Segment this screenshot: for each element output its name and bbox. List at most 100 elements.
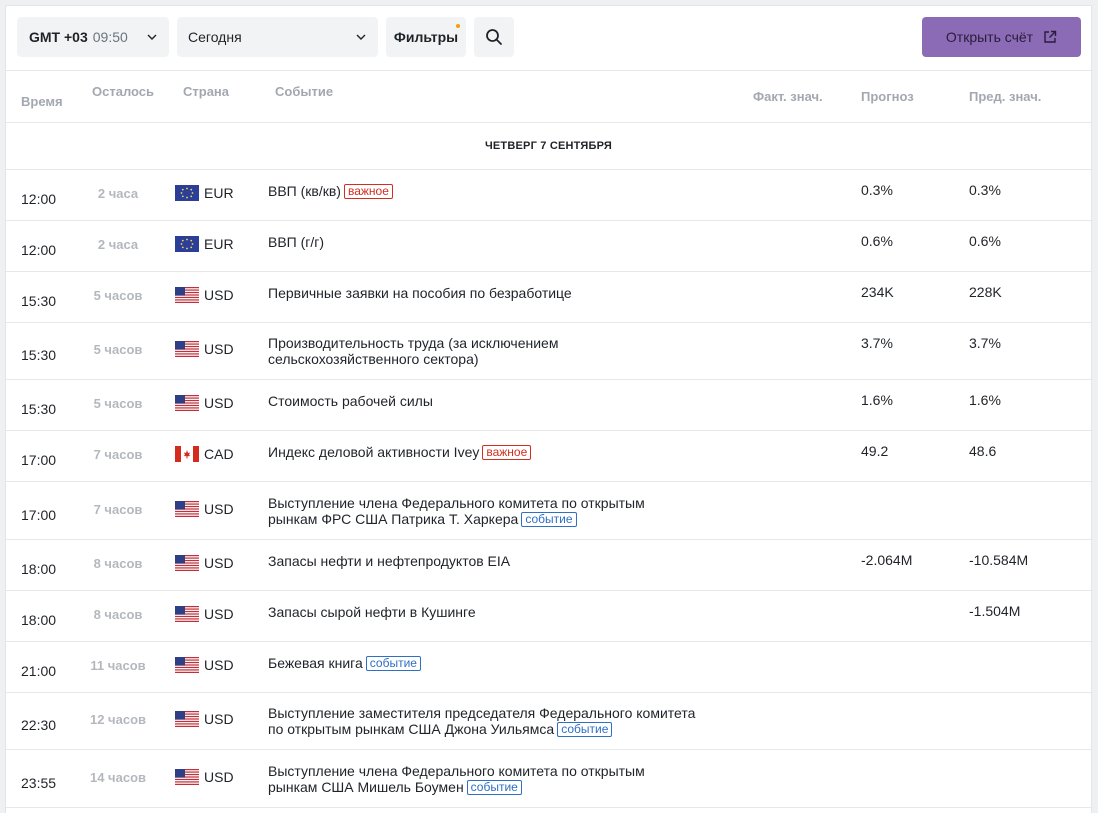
- event-row[interactable]: 17:00 7 часов CAD Индекс деловой активности…: [6, 431, 1091, 482]
- event-time: 17:00: [21, 452, 57, 468]
- previous-value: 0.6%: [969, 233, 1001, 249]
- event-title[interactable]: Индекс деловой активности Ivey важное: [268, 444, 698, 460]
- event-title[interactable]: Первичные заявки на пособия по безработи…: [268, 285, 698, 301]
- event-title[interactable]: Выступление члена Федерального комитета …: [268, 763, 698, 795]
- column-country[interactable]: Страна: [183, 84, 230, 99]
- open-account-button[interactable]: Открыть счёт: [922, 17, 1081, 57]
- forecast-value: 3.7%: [861, 335, 893, 351]
- currency-code: EUR: [204, 236, 234, 252]
- event-time: 18:00: [21, 612, 57, 628]
- us-flag-icon: [175, 395, 199, 411]
- date-range-select[interactable]: Сегодня: [177, 17, 378, 57]
- chevron-down-icon: [147, 34, 157, 40]
- eu-flag-icon: [175, 236, 199, 252]
- event-row[interactable]: 18:00 8 часов USD Запасы сырой нефти в Куши…: [6, 591, 1091, 642]
- event-title[interactable]: ВВП (кв/кв) важное: [268, 183, 698, 199]
- event-row[interactable]: 15:30 5 часов USD Стоимость рабочей силы 1.6…: [6, 380, 1091, 431]
- event-row[interactable]: 12:00 2 часа EUR ВВП (кв/кв) важное 0.3% 0.3%: [6, 170, 1091, 221]
- event-title-text: Выступление члена Федерального комитета …: [268, 763, 645, 795]
- search-button[interactable]: [474, 17, 514, 57]
- us-flag-icon: [175, 769, 199, 785]
- previous-value: -10.584M: [969, 552, 1029, 568]
- event-row[interactable]: 22:30 12 часов USD Выступление заместителя …: [6, 693, 1091, 750]
- event-title[interactable]: Бежевая книга событие: [268, 655, 698, 671]
- event-list: 12:00 2 часа EUR ВВП (кв/кв) важное 0.3% 0.3% 1…: [6, 170, 1091, 808]
- country-cell: USD: [175, 657, 234, 673]
- country-cell: EUR: [175, 185, 234, 201]
- event-title[interactable]: Производительность труда (за исключением…: [268, 335, 698, 367]
- event-tag: событие: [521, 512, 577, 527]
- toolbar: GMT +03 09:50 Сегодня Фильтры Открыть сч…: [6, 6, 1091, 71]
- event-title-text: Стоимость рабочей силы: [268, 393, 433, 409]
- timezone-offset: GMT +03: [29, 29, 88, 45]
- country-cell: USD: [175, 341, 234, 357]
- event-row[interactable]: 12:00 2 часа EUR ВВП (г/г) 0.6% 0.6%: [6, 221, 1091, 272]
- event-row[interactable]: 23:55 14 часов USD Выступление члена Федера…: [6, 750, 1091, 808]
- us-flag-icon: [175, 606, 199, 622]
- event-title-text: Бежевая книга: [268, 655, 363, 671]
- event-row[interactable]: 18:00 8 часов USD Запасы нефти и нефтепроду…: [6, 540, 1091, 591]
- event-time: 15:30: [21, 347, 57, 363]
- country-cell: USD: [175, 769, 234, 785]
- filters-button[interactable]: Фильтры: [386, 17, 466, 57]
- column-event[interactable]: Событие: [275, 84, 334, 99]
- event-title[interactable]: Запасы нефти и нефтепродуктов EIA: [268, 553, 698, 569]
- event-row[interactable]: 15:30 5 часов USD Первичные заявки на пособ…: [6, 272, 1091, 323]
- currency-code: USD: [204, 606, 234, 622]
- event-time: 23:55: [21, 775, 57, 791]
- event-title-text: Выступление члена Федерального комитета …: [268, 495, 645, 527]
- previous-value: 228K: [969, 284, 1002, 300]
- us-flag-icon: [175, 711, 199, 727]
- event-row[interactable]: 21:00 11 часов USD Бежевая книга событие: [6, 642, 1091, 693]
- currency-code: USD: [204, 769, 234, 785]
- event-title-text: Первичные заявки на пособия по безработи…: [268, 285, 572, 301]
- country-cell: CAD: [175, 446, 234, 462]
- column-left[interactable]: Осталось: [92, 84, 155, 99]
- event-title[interactable]: ВВП (г/г): [268, 234, 698, 250]
- forecast-value: -2.064M: [861, 552, 913, 568]
- country-cell: USD: [175, 395, 234, 411]
- event-row[interactable]: 17:00 7 часов USD Выступление члена Федерал…: [6, 482, 1091, 540]
- event-title[interactable]: Выступление члена Федерального комитета …: [268, 495, 698, 527]
- event-time: 17:00: [21, 507, 57, 523]
- time-left: 8 часов: [93, 556, 143, 571]
- column-previous[interactable]: Пред. знач.: [969, 89, 1042, 104]
- timezone-select[interactable]: GMT +03 09:50: [17, 17, 169, 57]
- event-title-text: ВВП (г/г): [268, 234, 325, 250]
- column-forecast[interactable]: Прогноз: [861, 89, 914, 104]
- event-title-text: Выступление заместителя председателя Фед…: [268, 705, 696, 737]
- event-title[interactable]: Запасы сырой нефти в Кушинге: [268, 604, 698, 620]
- event-time: 18:00: [21, 561, 57, 577]
- column-time[interactable]: Время: [21, 94, 63, 109]
- time-left: 8 часов: [93, 607, 143, 622]
- currency-code: EUR: [204, 185, 234, 201]
- currency-code: USD: [204, 555, 234, 571]
- previous-value: 0.3%: [969, 182, 1001, 198]
- event-title[interactable]: Выступление заместителя председателя Фед…: [268, 705, 698, 737]
- filters-label: Фильтры: [393, 29, 459, 45]
- search-icon: [486, 29, 502, 45]
- us-flag-icon: [175, 341, 199, 357]
- open-account-label: Открыть счёт: [945, 29, 1034, 45]
- country-cell: USD: [175, 606, 234, 622]
- chevron-down-icon: [356, 34, 366, 40]
- event-title-text: Индекс деловой активности Ivey: [268, 444, 480, 460]
- event-row[interactable]: 15:30 5 часов USD Производительность труда …: [6, 323, 1091, 380]
- currency-code: USD: [204, 501, 234, 517]
- column-actual[interactable]: Факт. знач.: [753, 89, 823, 104]
- currency-code: USD: [204, 341, 234, 357]
- event-tag: событие: [466, 780, 522, 795]
- previous-value: 3.7%: [969, 335, 1001, 351]
- time-left: 12 часов: [89, 712, 146, 727]
- current-time: 09:50: [92, 29, 128, 45]
- time-left: 5 часов: [93, 396, 143, 411]
- previous-value: -1.504M: [969, 603, 1021, 619]
- country-cell: EUR: [175, 236, 234, 252]
- ca-flag-icon: [175, 446, 199, 462]
- country-cell: USD: [175, 555, 234, 571]
- previous-value: 1.6%: [969, 392, 1001, 408]
- event-title[interactable]: Стоимость рабочей силы: [268, 393, 698, 409]
- currency-code: USD: [204, 395, 234, 411]
- country-cell: USD: [175, 711, 234, 727]
- time-left: 14 часов: [89, 770, 146, 785]
